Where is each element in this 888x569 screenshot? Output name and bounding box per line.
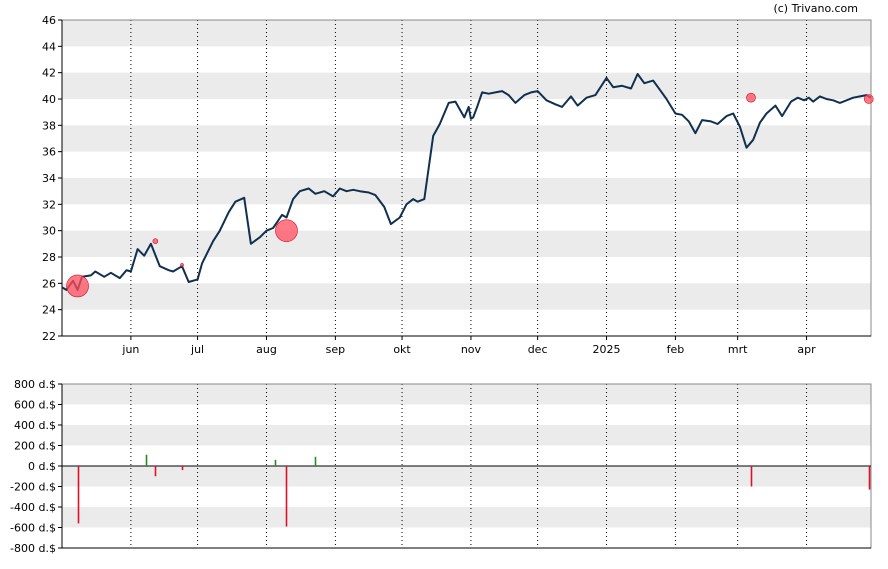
trades-y-tick-label: 600 d.$	[14, 399, 56, 412]
price-y-tick-label: 32	[42, 198, 56, 211]
x-tick-label: 2025	[593, 343, 621, 356]
price-y-tick-label: 24	[42, 304, 56, 317]
grid-band	[62, 466, 871, 487]
trades-y-tick-label: -400 d.$	[10, 501, 56, 514]
x-tick-label: mrt	[728, 343, 748, 356]
trades-y-tick-label: 0 d.$	[28, 460, 56, 473]
grid-band	[62, 72, 871, 99]
price-y-tick-label: 26	[42, 277, 56, 290]
trade-marker	[275, 219, 298, 242]
x-tick-label: jun	[121, 343, 139, 356]
x-tick-label: sep	[326, 343, 345, 356]
x-tick-label: jul	[190, 343, 204, 356]
grid-band	[62, 384, 871, 405]
price-y-tick-label: 44	[42, 40, 56, 53]
price-y-tick-label: 34	[42, 172, 56, 185]
price-y-tick-label: 30	[42, 225, 56, 238]
price-y-tick-label: 36	[42, 146, 56, 159]
grid-band	[62, 178, 871, 205]
trades-y-tick-label: -600 d.$	[10, 522, 56, 535]
price-y-tick-label: 22	[42, 330, 56, 343]
trade-marker	[180, 263, 184, 267]
trades-y-tick-label: 400 d.$	[14, 419, 56, 432]
trades-y-tick-label: -200 d.$	[10, 481, 56, 494]
grid-band	[62, 425, 871, 446]
trades-y-tick-label: 800 d.$	[14, 378, 56, 391]
trade-marker	[746, 92, 756, 103]
price-panel: 46 44 42 40 38 36 34 32 30 28 26 24 22 jun jul aug sep ok…	[42, 14, 874, 356]
copyright-text: (c) Trivano.com	[773, 2, 858, 15]
x-tick-label: aug	[256, 343, 277, 356]
grid-band	[62, 20, 871, 47]
x-tick-label: nov	[461, 343, 482, 356]
x-tick-label: feb	[667, 343, 685, 356]
x-tick-label: dec	[528, 343, 548, 356]
price-y-tick-label: 40	[42, 93, 56, 106]
price-y-tick-label: 38	[42, 119, 56, 132]
trade-marker	[152, 238, 159, 244]
price-y-tick-label: 46	[42, 14, 56, 27]
price-line	[61, 73, 872, 291]
trade-marker	[863, 94, 874, 104]
insider-trades-panel: 800 d.$ 600 d.$ 400 d.$ 200 d.$ 0 d.$ -200 d.…	[10, 378, 872, 555]
grid-band	[62, 507, 871, 528]
trades-y-tick-label: -800 d.$	[10, 542, 56, 555]
trades-y-tick-label: 200 d.$	[14, 440, 56, 453]
grid-band	[62, 230, 871, 257]
trade-marker	[66, 274, 89, 298]
price-y-tick-label: 28	[42, 251, 56, 264]
price-y-tick-label: 42	[42, 67, 56, 80]
grid-band	[62, 283, 871, 310]
grid-band	[62, 125, 871, 152]
x-tick-label: apr	[797, 343, 816, 356]
x-tick-label: okt	[393, 343, 411, 356]
